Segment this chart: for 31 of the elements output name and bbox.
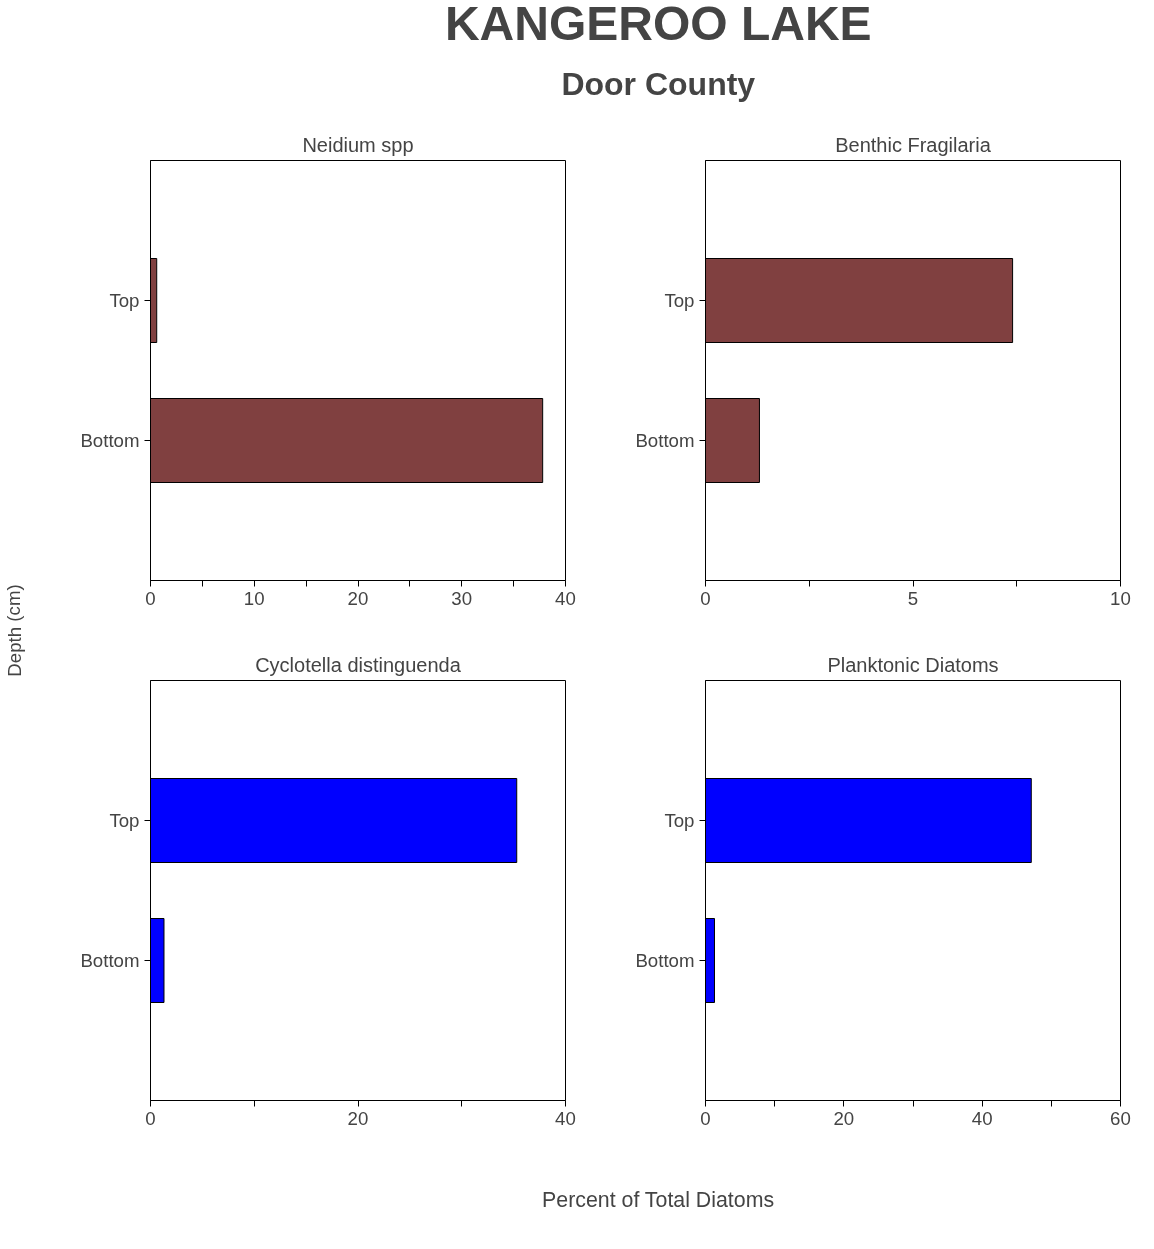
x-tick-label: 0 <box>145 1107 156 1129</box>
y-tick-label: Bottom <box>80 950 140 971</box>
chart-title: Neidium spp <box>302 133 414 156</box>
y-tick-label: Top <box>109 810 140 831</box>
chart-title: Cyclotella distinguenda <box>255 653 462 676</box>
x-tick-label: 20 <box>347 587 369 609</box>
text: Depth (cm) <box>3 584 25 677</box>
x-tick-label: 60 <box>1110 1107 1131 1129</box>
text: Door County <box>561 65 756 102</box>
y-tick-label: Bottom <box>635 950 695 971</box>
x-tick-label: 40 <box>971 1107 993 1129</box>
x-tick-label: 10 <box>243 587 265 609</box>
y-tick-label: Bottom <box>635 430 695 451</box>
chart-title: Planktonic Diatoms <box>827 653 999 676</box>
x-tick-label: 40 <box>555 587 576 609</box>
x-tick-label: 0 <box>700 587 711 609</box>
x-tick-label: 20 <box>833 1107 855 1129</box>
x-tick-label: 40 <box>555 1107 576 1129</box>
x-tick-label: 30 <box>451 587 473 609</box>
y-tick-label: Bottom <box>80 430 140 451</box>
chart-title: Benthic Fragilaria <box>835 133 992 156</box>
x-tick-label: 5 <box>907 587 919 609</box>
x-tick-label: 10 <box>1110 587 1131 609</box>
text: KANGEROO LAKE <box>444 0 872 50</box>
x-tick-label: 0 <box>700 1107 711 1129</box>
y-tick-label: Top <box>664 810 695 831</box>
y-tick-label: Top <box>664 290 695 311</box>
text: Percent of Total Diatoms <box>542 1188 775 1213</box>
y-tick-label: Top <box>109 290 140 311</box>
x-tick-label: 0 <box>145 587 156 609</box>
x-tick-label: 20 <box>347 1107 369 1129</box>
